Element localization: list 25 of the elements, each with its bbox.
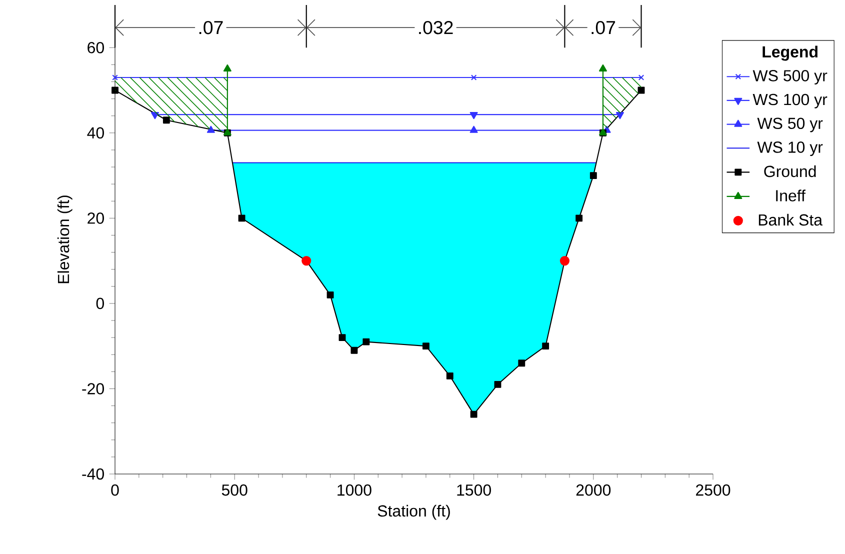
- y-tick-label: 20: [88, 212, 104, 224]
- x-tick-label: 500: [222, 484, 248, 496]
- legend-label: WS 50 yr: [757, 118, 823, 132]
- y-tick-label: -20: [82, 383, 104, 394]
- annotation: .07: [592, 20, 616, 34]
- legend-label: Ground: [764, 165, 816, 178]
- annotation: .07: [199, 20, 223, 34]
- legend-label: WS 500 yr: [752, 70, 828, 85]
- legend-label: Bank Sta: [758, 214, 823, 226]
- x-tick-label: 1000: [338, 484, 372, 496]
- y-tick-label: -40: [82, 468, 104, 480]
- legend-label: WS 10 yr: [757, 142, 823, 156]
- x-tick-label: 2000: [576, 484, 611, 496]
- x-tick-label: 2500: [696, 484, 730, 496]
- x-tick-label: 0: [111, 484, 119, 496]
- y-tick-label: 60: [88, 42, 104, 54]
- y-tick-label: 0: [96, 298, 104, 310]
- y-tick-label: 40: [87, 127, 104, 139]
- x-tick-label: 1500: [457, 484, 491, 496]
- legend-label: Ineff: [776, 190, 806, 202]
- annotation: .032: [419, 20, 453, 34]
- legend-label: WS 100 yr: [752, 94, 828, 108]
- legend-title: Legend: [762, 46, 818, 61]
- y-axis-title: Elevation (ft): [57, 196, 72, 284]
- x-axis-title: Station (ft): [378, 504, 450, 520]
